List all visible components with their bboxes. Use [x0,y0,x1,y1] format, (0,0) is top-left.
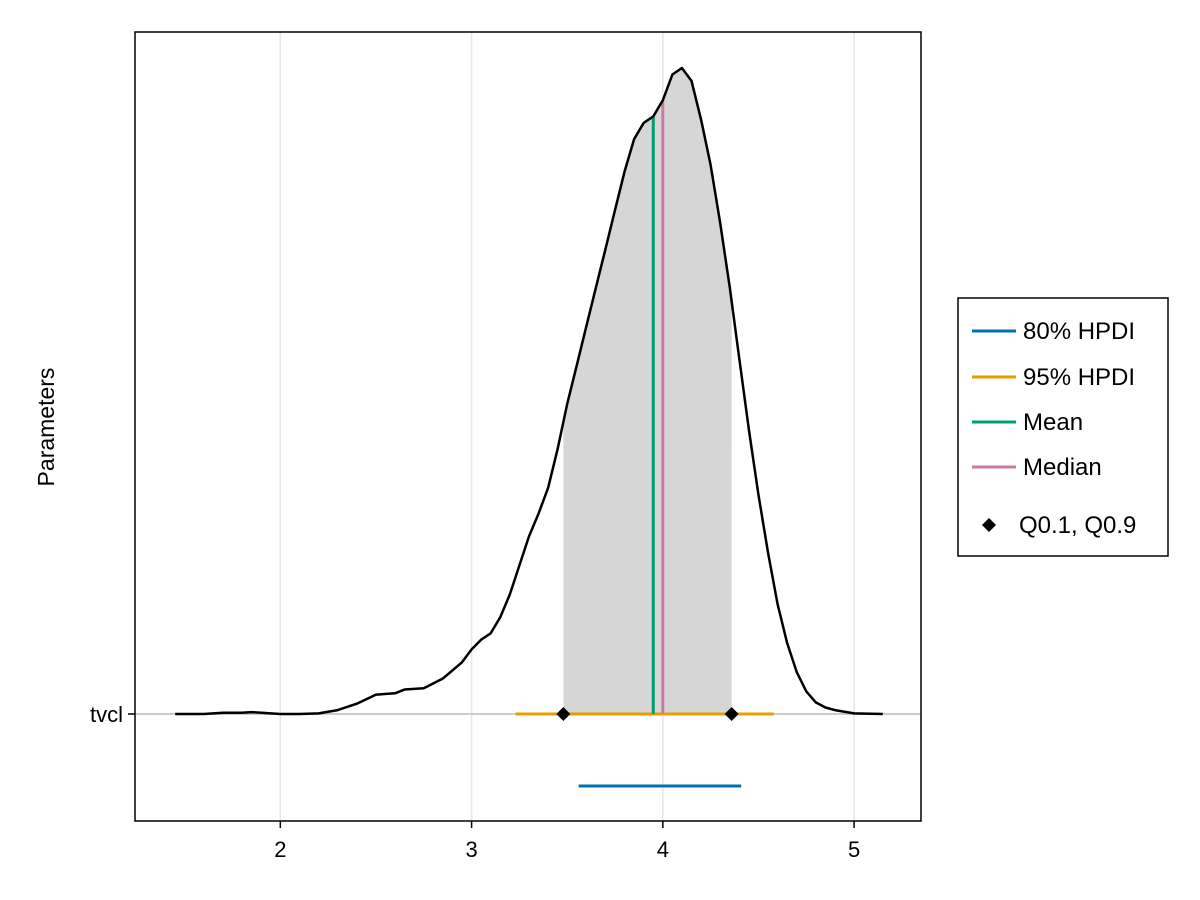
quantile-markers [556,707,739,721]
x-tick-label-1: 3 [465,837,477,862]
quantile-marker-1 [724,707,739,721]
x-axis-ticks: 2 3 4 5 [274,821,860,862]
legend-label-0: 80% HPDI [1023,318,1135,345]
density-curve [175,66,883,716]
credible-fill [563,68,732,714]
y-axis-label: Parameters [33,368,59,487]
legend-label-3: Median [1023,454,1102,481]
x-tick-label-0: 2 [274,837,286,862]
quantile-marker-0 [556,707,571,721]
credible-area [563,68,732,714]
x-tick-label-3: 5 [848,837,860,862]
legend: 80% HPDI 95% HPDI Mean Median Q0.1, Q0.9 [957,297,1169,557]
legend-label-4: Q0.1, Q0.9 [1019,512,1136,539]
y-tick-label-0: tvcl [90,702,123,727]
y-axis-ticks: tvcl [90,702,135,727]
legend-swatch-4 [982,518,996,532]
x-tick-label-2: 4 [657,837,669,862]
density-line [175,66,883,716]
legend-label-2: Mean [1023,409,1083,436]
legend-label-1: 95% HPDI [1023,364,1135,391]
plot-frame [134,31,922,822]
legend-box [957,297,1169,557]
